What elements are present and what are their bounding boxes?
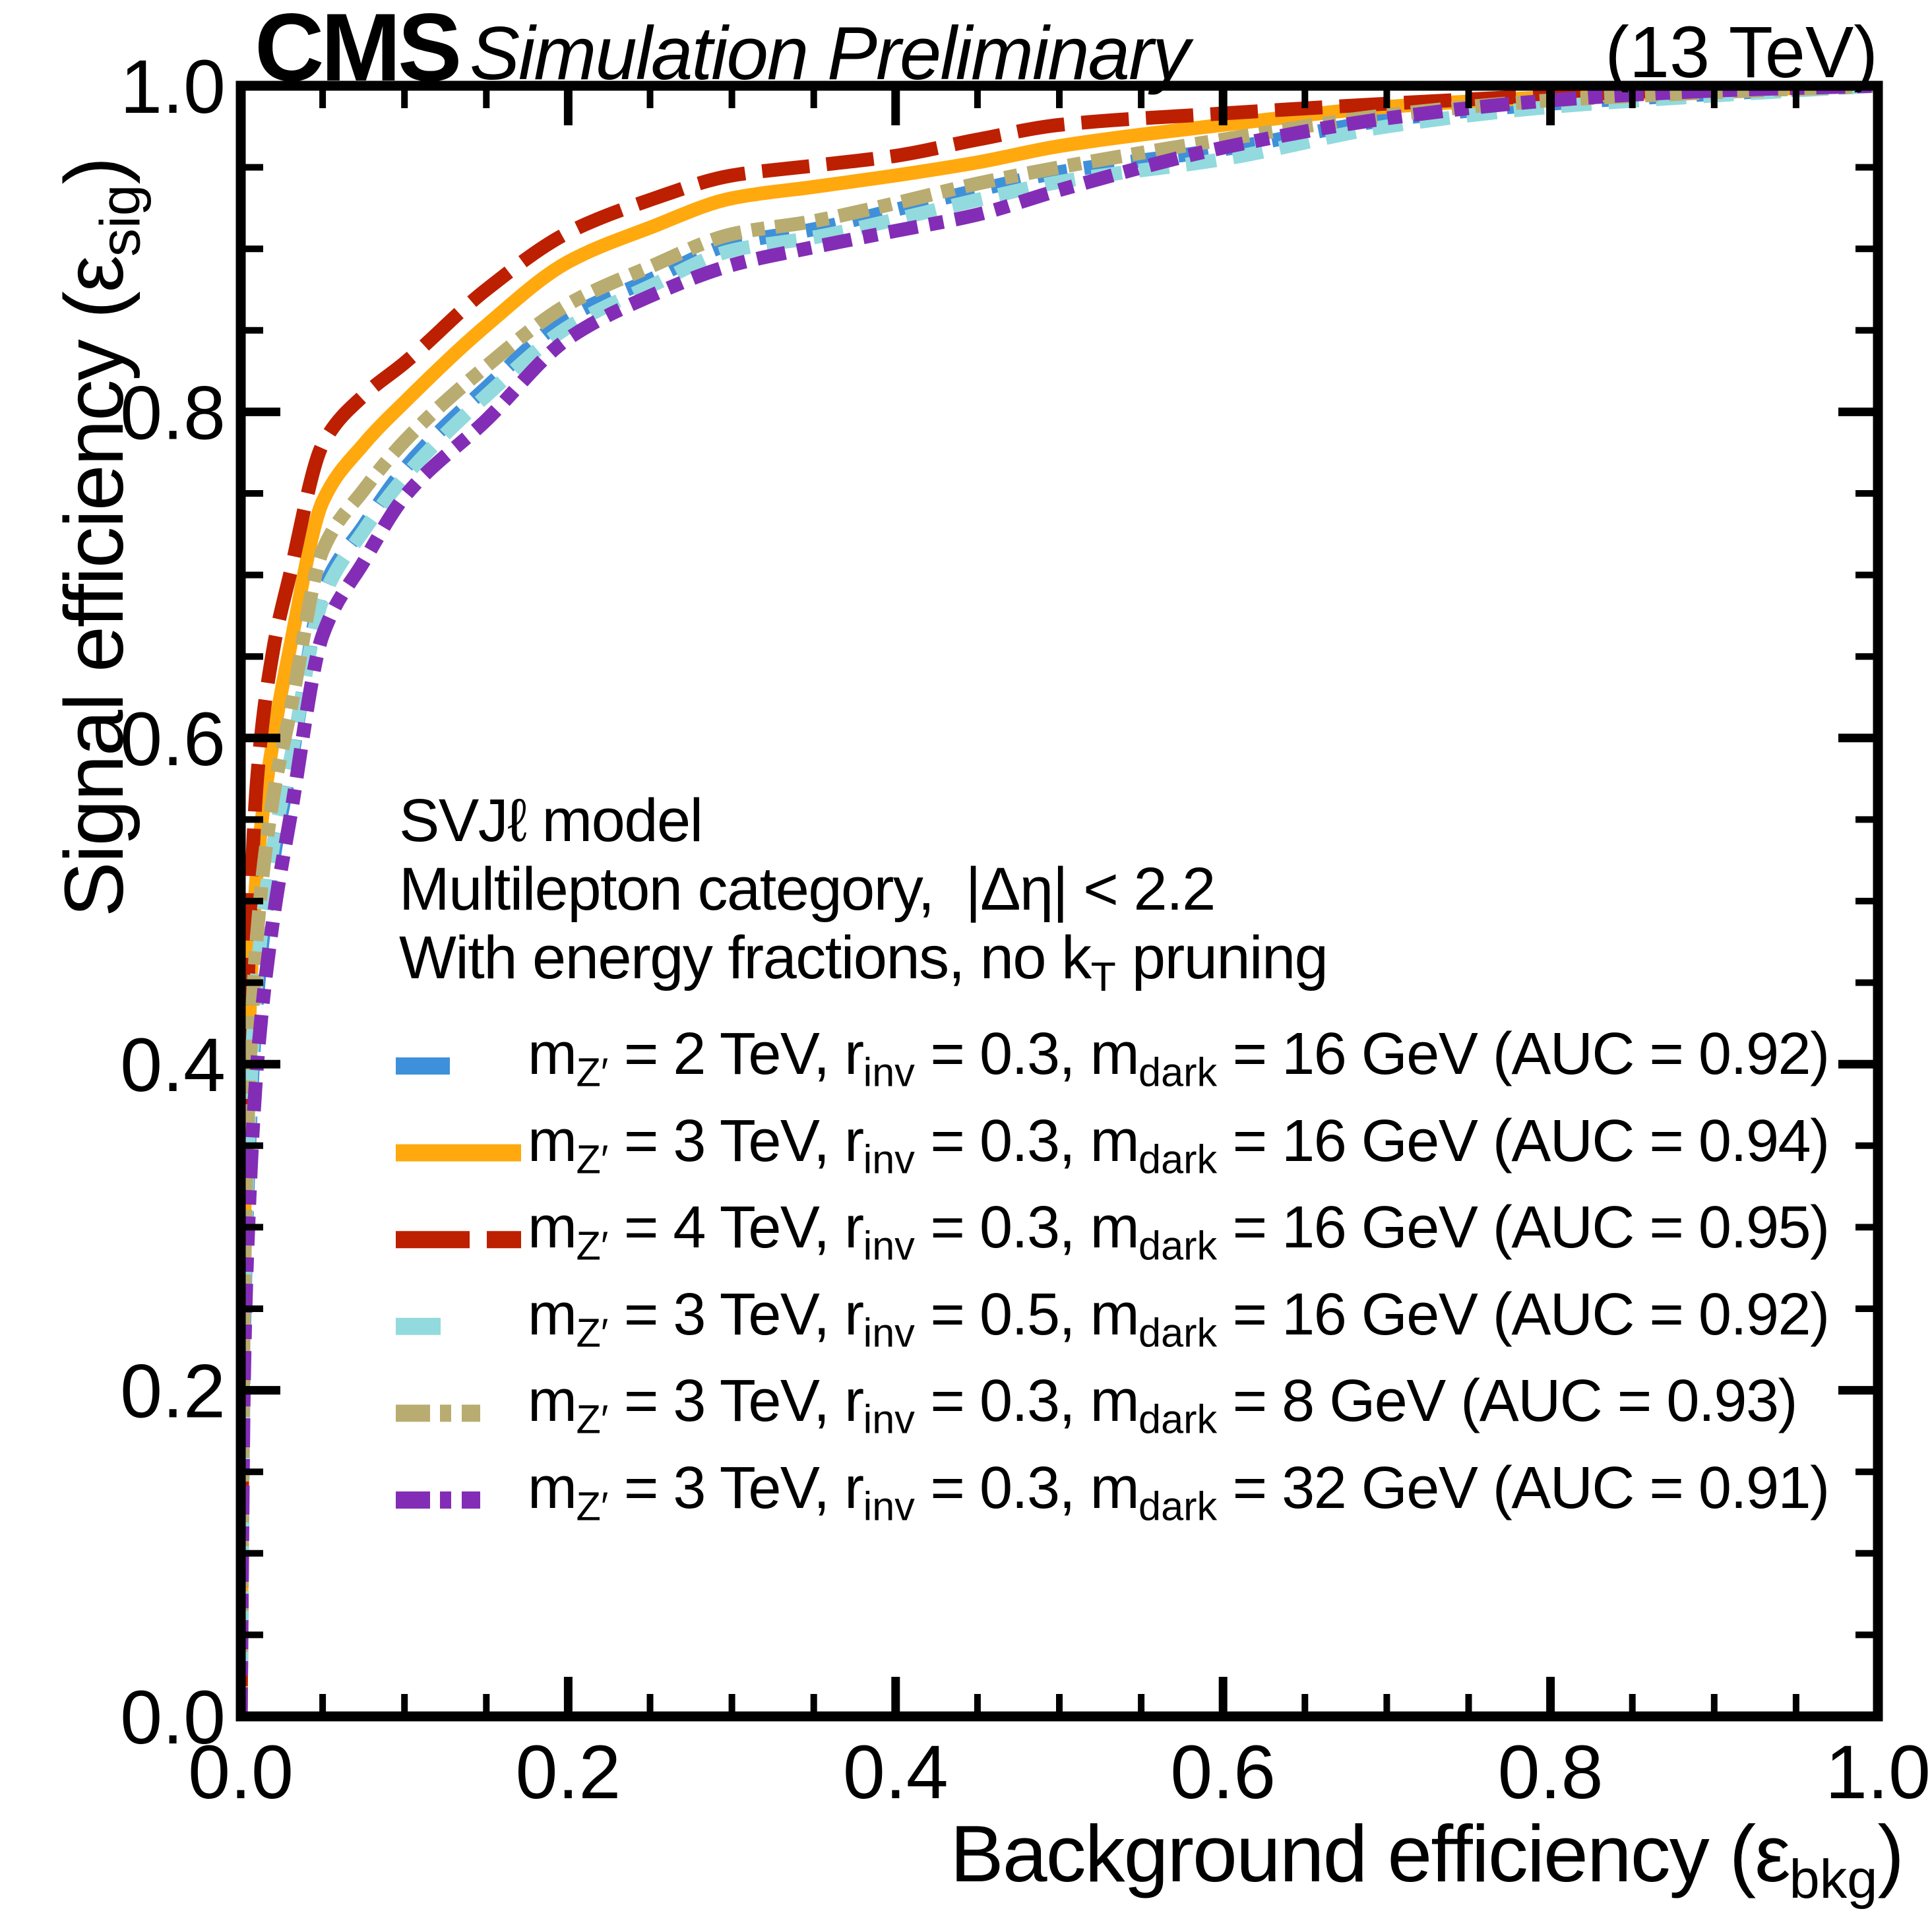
roc-curve-3: [241, 86, 1878, 1716]
subscript: dark: [1138, 1136, 1218, 1181]
subscript: dark: [1138, 1049, 1218, 1095]
subscript: sig: [88, 184, 152, 257]
y-tick-label: 0.8: [120, 371, 226, 455]
subscript: T: [1090, 953, 1116, 1000]
y-tick-label: 0.6: [120, 697, 226, 782]
annotation-line-3: With energy fractions, no kT pruning: [399, 924, 1328, 1000]
plot-frame: [235, 80, 1883, 1722]
y-tick-label: 0.4: [120, 1023, 226, 1108]
x-tick-label: 0.0: [188, 1730, 294, 1815]
annotation-block: SVJℓ model Multilepton category, |Δη| < 2…: [399, 786, 1328, 1011]
roc-curve-4: [241, 86, 1878, 1716]
legend-label-1: mZ′ = 2 TeV, rinv = 0.3, mdark = 16 GeV …: [528, 1021, 1830, 1095]
subscript: inv: [863, 1484, 915, 1529]
subscript: inv: [863, 1136, 915, 1181]
subscript: Z′: [576, 1223, 609, 1269]
subscript: dark: [1138, 1310, 1218, 1356]
x-tick-label: 1.0: [1825, 1730, 1931, 1815]
subscript: Z′: [576, 1484, 609, 1529]
annotation-line-2: Multilepton category, |Δη| < 2.2: [399, 856, 1216, 923]
x-axis-title: Background efficiency (εbkg): [950, 1809, 1904, 1910]
cms-logo: CMS: [255, 0, 462, 101]
y-axis-title: Signal efficiency (εsig): [47, 158, 152, 918]
subscript: Z′: [576, 1310, 609, 1356]
subscript: inv: [863, 1310, 915, 1356]
legend-label-4: mZ′ = 3 TeV, rinv = 0.5, mdark = 16 GeV …: [528, 1281, 1830, 1356]
legend-label-5: mZ′ = 3 TeV, rinv = 0.3, mdark = 8 GeV (…: [528, 1368, 1798, 1442]
subscript: Z′: [576, 1136, 609, 1181]
subscript: bkg: [1789, 1848, 1878, 1910]
y-tick-label: 0.0: [120, 1676, 226, 1760]
subscript: inv: [863, 1396, 915, 1442]
y-tick-label: 1.0: [120, 45, 226, 129]
subscript: inv: [863, 1223, 915, 1269]
x-tick-label: 0.8: [1498, 1730, 1604, 1815]
y-tick-label: 0.2: [120, 1350, 226, 1434]
subscript: Z′: [576, 1049, 609, 1095]
x-tick-label: 0.4: [843, 1730, 949, 1815]
annotation-line-1: SVJℓ model: [399, 787, 703, 854]
subscript: dark: [1138, 1223, 1218, 1269]
x-tick-label: 0.6: [1170, 1730, 1276, 1815]
energy-label: (13 TeV): [1605, 12, 1878, 93]
subscript: Z′: [576, 1396, 609, 1442]
legend-label-3: mZ′ = 4 TeV, rinv = 0.3, mdark = 16 GeV …: [528, 1195, 1830, 1269]
subscript: inv: [863, 1049, 915, 1095]
roc-curve-6: [241, 86, 1878, 1716]
x-tick-label: 0.2: [515, 1730, 621, 1815]
simulation-preliminary-label: Simulation Preliminary: [470, 12, 1190, 96]
legend-label-6: mZ′ = 3 TeV, rinv = 0.3, mdark = 32 GeV …: [528, 1455, 1830, 1529]
subscript: dark: [1138, 1396, 1218, 1442]
legend-label-2: mZ′ = 3 TeV, rinv = 0.3, mdark = 16 GeV …: [528, 1108, 1830, 1181]
subscript: dark: [1138, 1484, 1218, 1529]
